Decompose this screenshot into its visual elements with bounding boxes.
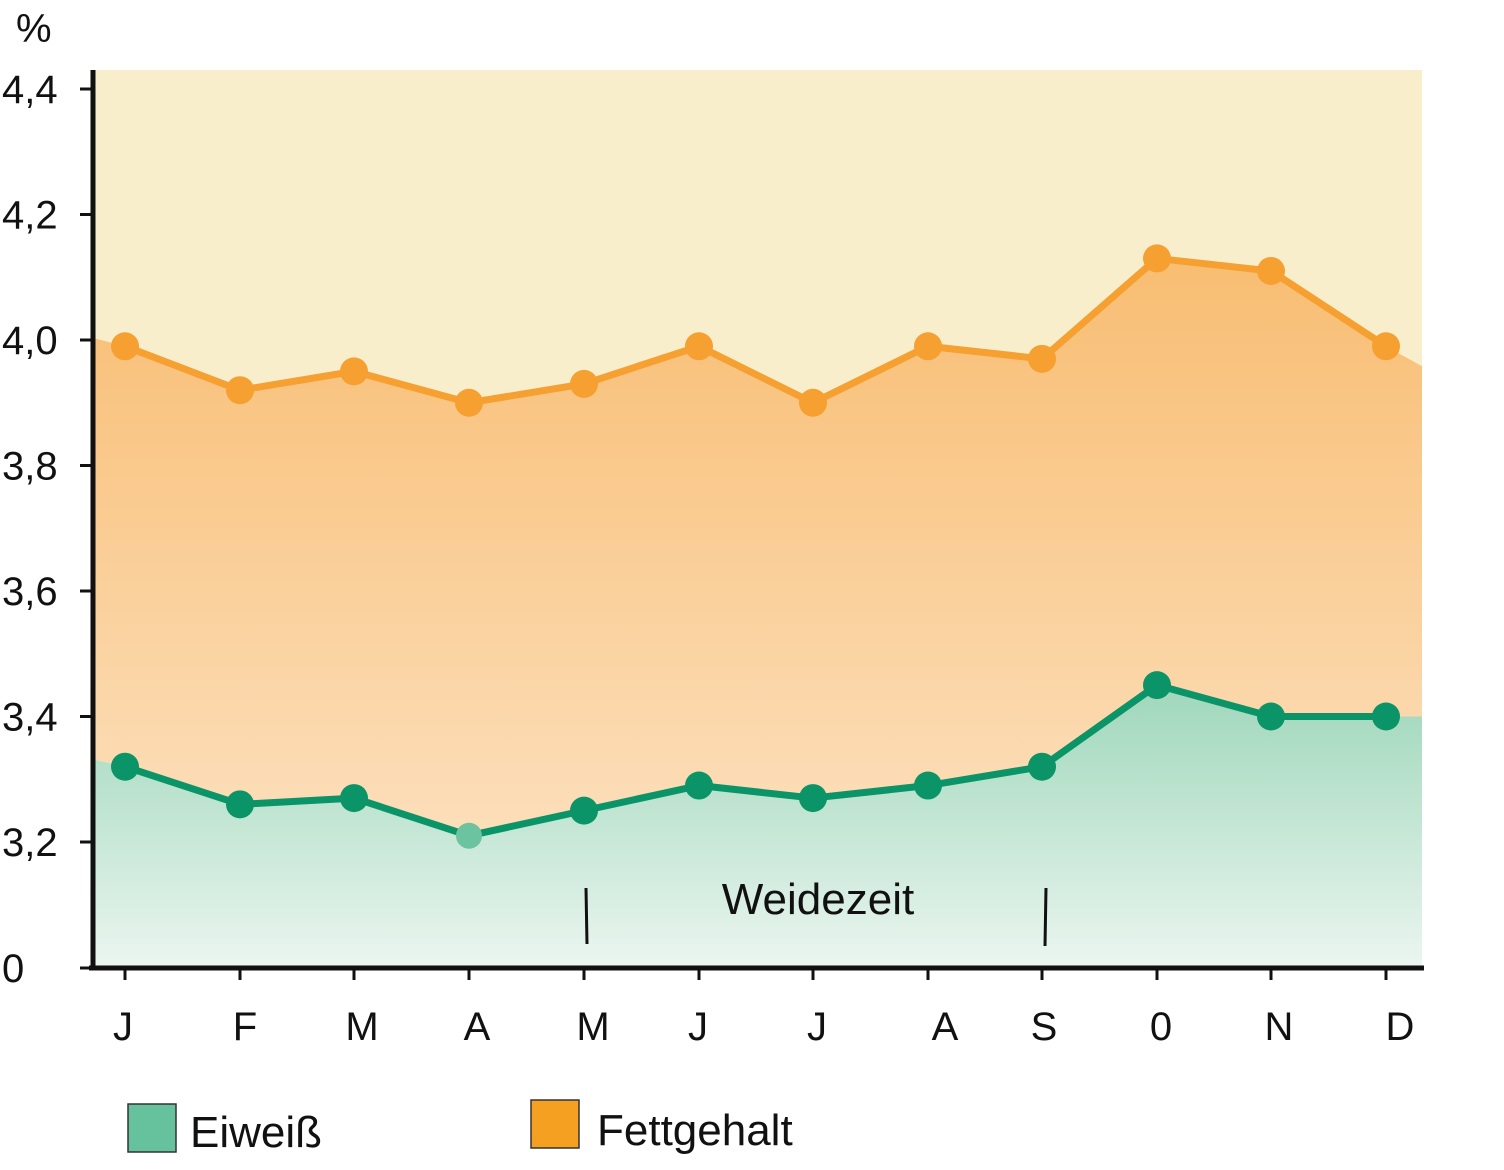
fettgehalt-point-2: [226, 376, 254, 405]
eiweiss-point-5: [570, 796, 598, 825]
weidezeit-start-marker: [584, 887, 589, 945]
fettgehalt-point-1: [111, 332, 139, 361]
fettgehalt-point-11: [1257, 256, 1285, 285]
eiweiss-points: [111, 671, 1400, 849]
eiweiss-point-3: [340, 784, 368, 813]
legend-label-fettgehalt: Fettgehalt: [597, 1106, 793, 1155]
fettgehalt-point-3: [340, 357, 368, 386]
eiweiss-area: [94, 685, 1422, 968]
legend-swatch-fettgehalt: [530, 1099, 580, 1149]
weidezeit-label: Weidezeit: [722, 875, 914, 924]
fettgehalt-point-6: [685, 332, 713, 361]
fettgehalt-point-4: [455, 388, 483, 417]
y-tick-label: 4,2: [2, 194, 58, 238]
x-tick-label: F: [233, 1005, 257, 1049]
x-tick-label: D: [1386, 1005, 1415, 1049]
eiweiss-point-10: [1143, 671, 1171, 700]
eiweiss-point-7: [799, 784, 827, 813]
x-tick-label: M: [345, 1005, 378, 1049]
fettgehalt-points: [111, 244, 1400, 417]
y-tick-label: 4,4: [2, 68, 58, 112]
eiweiss-point-8: [914, 771, 942, 800]
y-tick-label: 4,0: [2, 319, 58, 363]
x-tick-label: A: [932, 1005, 959, 1049]
weidezeit-annotation: Weidezeit: [584, 875, 1048, 947]
x-tick-label: M: [576, 1005, 609, 1049]
eiweiss-point-9: [1028, 752, 1056, 781]
x-tick-label: 0: [1150, 1005, 1172, 1049]
x-tick-label: S: [1031, 1005, 1058, 1049]
y-tick-label: 3,6: [2, 570, 58, 614]
weidezeit-end-marker: [1043, 887, 1048, 947]
eiweiss-point-12: [1372, 702, 1400, 731]
y-tick-label: 3,8: [2, 445, 58, 489]
y-tick-label: 3,2: [2, 821, 58, 865]
x-tick-label: J: [807, 1005, 827, 1049]
x-tick-label: J: [113, 1005, 133, 1049]
fettgehalt-point-12: [1372, 332, 1400, 361]
fettgehalt-line: [123, 254, 1388, 407]
x-tick-label: A: [464, 1005, 491, 1049]
x-tick-label: N: [1265, 1005, 1294, 1049]
legend-swatch-eiweiss: [127, 1103, 177, 1153]
fettgehalt-point-8: [914, 332, 942, 361]
eiweiss-point-11: [1257, 702, 1285, 731]
eiweiss-point-6: [685, 771, 713, 800]
eiweiss-line: [123, 681, 1386, 840]
eiweiss-point-4: [456, 822, 482, 849]
legend: Eiweiß Fettgehalt: [127, 1099, 793, 1157]
y-axis-ticks: 0 3,2 3,4 3,6 3,8 4,0 4,2 4,4: [2, 68, 93, 991]
y-tick-label: 0: [2, 947, 24, 991]
fettgehalt-point-9: [1028, 344, 1056, 373]
y-unit-label: %: [16, 7, 52, 51]
fettgehalt-point-5: [570, 369, 598, 398]
fettgehalt-point-10: [1143, 244, 1171, 273]
eiweiss-point-1: [111, 752, 139, 781]
fettgehalt-point-7: [799, 388, 827, 417]
legend-label-eiweiss: Eiweiß: [190, 1108, 322, 1157]
y-tick-label: 3,4: [2, 696, 58, 740]
x-axis-ticks: J F M A M J J A S 0 N D: [113, 968, 1414, 1049]
x-tick-label: J: [688, 1005, 708, 1049]
eiweiss-point-2: [226, 790, 254, 819]
